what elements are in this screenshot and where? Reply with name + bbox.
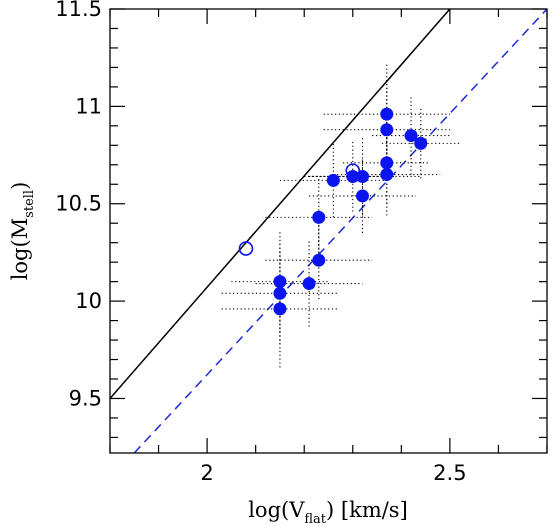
x-axis-title: log(Vflat) [km/s] xyxy=(248,498,408,526)
dashed-fit-line xyxy=(133,9,547,453)
y-axis-title: log(Mstell) xyxy=(8,182,37,281)
filled-data-point xyxy=(414,136,428,150)
filled-data-point xyxy=(355,169,369,183)
filled-data-point xyxy=(312,210,326,224)
filled-data-point xyxy=(380,156,394,170)
filled-data-point xyxy=(326,173,340,187)
filled-data-point xyxy=(355,189,369,203)
tick-labels: 2 2.5 9.5 10 10.5 11 11.5 xyxy=(55,0,466,485)
filled-data-point xyxy=(273,302,287,316)
filled-data-point xyxy=(380,168,394,182)
data-points xyxy=(238,107,428,316)
filled-data-point xyxy=(312,253,326,267)
solid-relation-line xyxy=(110,9,451,399)
axis-ticks xyxy=(109,8,548,453)
y-tick-label: 11 xyxy=(75,94,102,118)
plot-frame xyxy=(109,8,548,454)
y-tick-label: 10.5 xyxy=(55,192,102,216)
relation-lines xyxy=(110,9,547,453)
y-tick-label: 11.5 xyxy=(55,0,102,21)
open-data-point xyxy=(238,241,254,256)
error-bars xyxy=(221,63,460,368)
filled-data-point xyxy=(404,129,418,143)
filled-data-point xyxy=(380,123,394,137)
filled-data-point xyxy=(273,286,287,300)
y-tick-label: 9.5 xyxy=(69,386,102,410)
y-tick-label: 10 xyxy=(75,289,102,313)
filled-data-point xyxy=(273,275,287,289)
filled-data-point xyxy=(380,107,394,121)
filled-data-point xyxy=(302,277,316,291)
x-tick-label: 2.5 xyxy=(433,461,466,485)
x-tick-label: 2 xyxy=(200,461,213,485)
open-data-point xyxy=(345,163,361,178)
